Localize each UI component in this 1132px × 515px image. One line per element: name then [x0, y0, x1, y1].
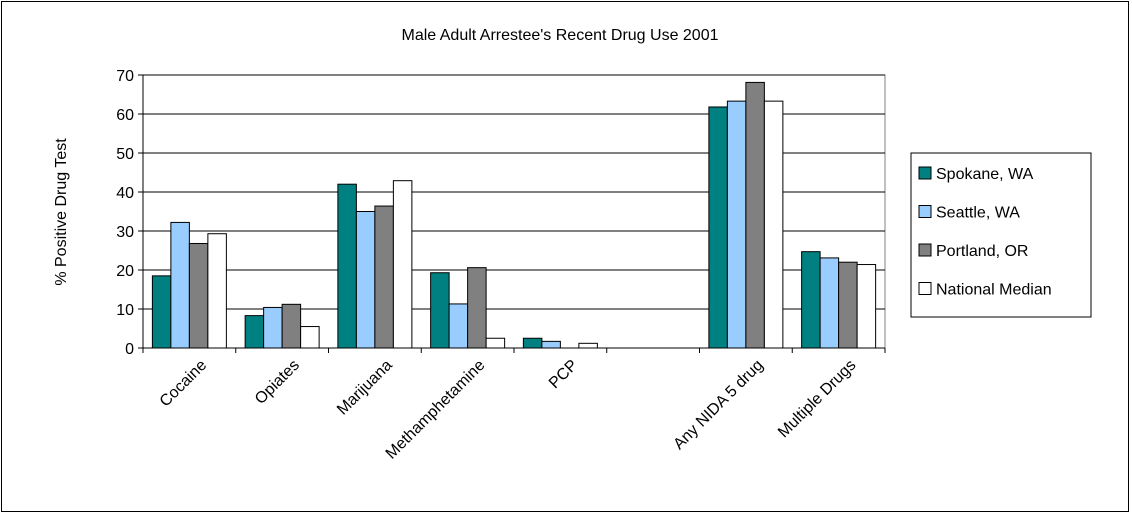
y-tick-label: 20: [116, 263, 134, 280]
bar-national-median: [578, 342, 598, 349]
legend-swatch: [918, 166, 932, 180]
legend-label: National Median: [936, 282, 1052, 299]
bar-national-median: [763, 100, 784, 349]
legend: Spokane, WA Seattle, WA Portland, OR Nation…: [910, 152, 1092, 318]
bar-portland-or: [374, 205, 394, 349]
bar-portland-or: [467, 267, 487, 349]
bar-seattle-wa: [541, 340, 561, 349]
legend-label: Portland, OR: [936, 243, 1028, 260]
bar-spokane-wa: [801, 251, 821, 349]
bar-seattle-wa: [355, 211, 376, 349]
chart-title: Male Adult Arrestee's Recent Drug Use 20…: [402, 27, 719, 44]
bar-spokane-wa: [244, 315, 265, 349]
x-category-label: Methamphetamine: [383, 357, 489, 463]
bar-spokane-wa: [430, 272, 450, 349]
bar-spokane-wa: [151, 275, 172, 349]
y-axis-label: % Positive Drug Test: [53, 138, 70, 286]
bar-portland-or: [188, 242, 209, 349]
legend-swatch: [918, 282, 932, 295]
x-category-label: Any NIDA 5 drug: [670, 357, 766, 453]
x-category-label: Marijuana: [334, 357, 396, 419]
bar-portland-or: [745, 81, 765, 349]
legend-label: Spokane, WA: [936, 166, 1034, 183]
bar-seattle-wa: [819, 257, 840, 349]
x-category-label: PCP: [546, 357, 581, 392]
y-tick-label: 70: [116, 68, 134, 85]
x-category-label: Multiple Drugs: [775, 357, 859, 441]
bar-seattle-wa: [448, 303, 469, 349]
bar-seattle-wa: [263, 306, 283, 349]
y-tick-label: 30: [116, 224, 134, 241]
y-tick-label: 0: [125, 341, 134, 358]
bars-layer: [151, 81, 877, 349]
y-tick-label: 60: [116, 107, 134, 124]
legend-swatch: [918, 243, 932, 257]
bar-national-median: [856, 264, 877, 349]
bar-seattle-wa: [726, 100, 747, 349]
x-category-label: Opiates: [252, 357, 303, 408]
y-tick-label: 10: [116, 302, 134, 319]
y-tick-label: 50: [116, 146, 134, 163]
bar-portland-or: [838, 261, 858, 349]
bar-national-median: [207, 233, 227, 349]
bar-spokane-wa: [708, 106, 728, 349]
x-category-label: Cocaine: [157, 357, 211, 411]
bar-spokane-wa: [522, 337, 543, 349]
bar-portland-or: [281, 303, 302, 349]
bar-national-median: [300, 326, 320, 349]
bar-national-median: [392, 180, 413, 349]
legend-swatch: [918, 205, 932, 218]
bar-national-median: [485, 337, 506, 349]
bar-seattle-wa: [170, 221, 190, 349]
bar-spokane-wa: [337, 183, 357, 349]
legend-label: Seattle, WA: [936, 205, 1020, 222]
y-tick-label: 40: [116, 185, 134, 202]
legend-box: [910, 152, 1092, 318]
